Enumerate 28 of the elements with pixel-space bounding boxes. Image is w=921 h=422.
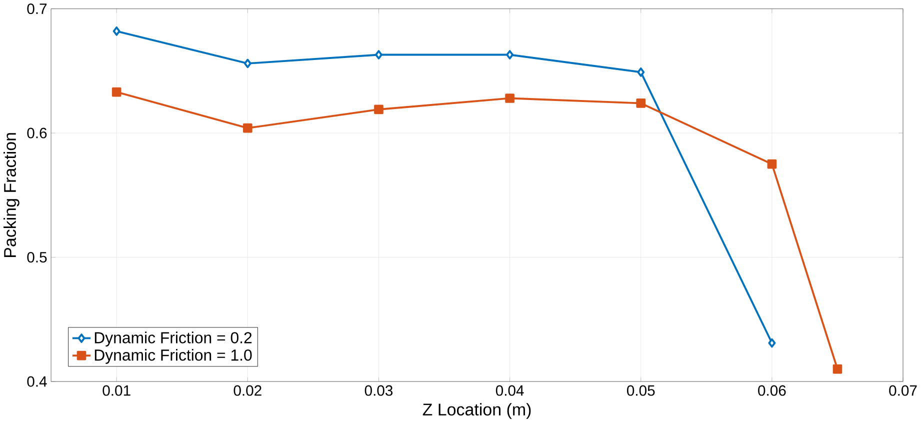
point bbox=[374, 104, 384, 114]
point bbox=[637, 67, 645, 77]
legend-label: Dynamic Friction = 1.0 bbox=[94, 348, 252, 364]
point bbox=[832, 364, 842, 374]
x-tick-label: 0.06 bbox=[758, 385, 786, 396]
point bbox=[374, 50, 382, 60]
y-tick-label: 0.4 bbox=[27, 376, 47, 387]
y-tick-label: 0.6 bbox=[27, 128, 47, 138]
point bbox=[636, 98, 646, 108]
x-tick-label: 0.07 bbox=[889, 385, 917, 396]
point bbox=[244, 58, 252, 68]
legend-label: Dynamic Friction = 0.2 bbox=[94, 331, 252, 346]
x-tick-label: 0.03 bbox=[364, 385, 393, 396]
y-tick-label: 0.5 bbox=[27, 252, 47, 262]
point bbox=[112, 26, 120, 36]
point bbox=[112, 87, 122, 96]
x-tick-label: 0.01 bbox=[102, 385, 130, 396]
point bbox=[767, 159, 777, 169]
point bbox=[242, 123, 252, 133]
y-tick-label: 0.7 bbox=[27, 3, 47, 14]
point bbox=[506, 50, 514, 60]
x-tick-label: 0.05 bbox=[626, 385, 655, 396]
y-axis-title: Packing Fraction bbox=[4, 132, 20, 257]
point bbox=[768, 338, 776, 348]
x-tick-label: 0.04 bbox=[496, 385, 524, 396]
x-axis-title: Z Location (m) bbox=[422, 402, 531, 419]
point bbox=[505, 93, 514, 103]
x-tick-label: 0.02 bbox=[234, 385, 262, 396]
